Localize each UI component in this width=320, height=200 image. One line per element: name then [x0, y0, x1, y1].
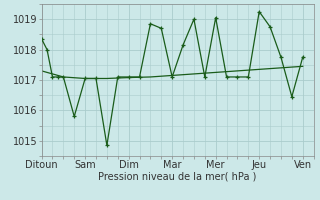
X-axis label: Pression niveau de la mer( hPa ): Pression niveau de la mer( hPa ) — [99, 172, 257, 182]
